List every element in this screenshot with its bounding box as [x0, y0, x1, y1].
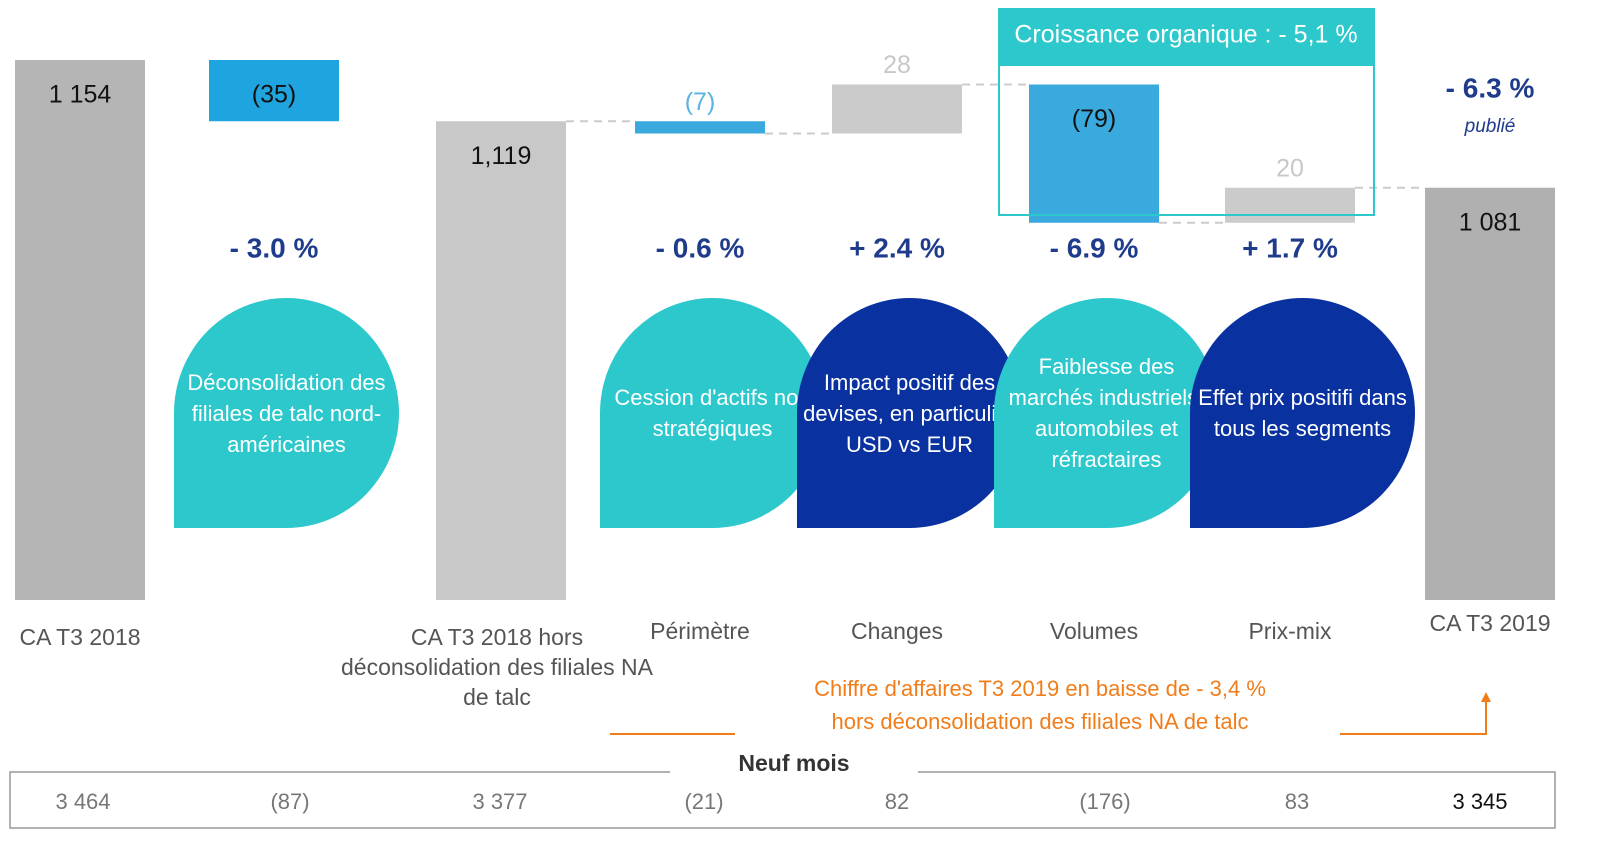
percent-label: + 2.4 %	[849, 232, 945, 263]
bar	[436, 121, 566, 600]
category-label: Changes	[850, 618, 944, 644]
table-cell: (87)	[270, 789, 309, 814]
table-frame	[9, 771, 1556, 829]
percent-label: - 3.0 %	[230, 232, 319, 263]
value-label: (35)	[252, 81, 296, 109]
category-label: Périmètre	[650, 618, 750, 644]
note-bubble: Faiblesse des marchés industriels, autom…	[994, 298, 1219, 528]
arrow-head	[1481, 692, 1491, 702]
value-label: 28	[883, 51, 911, 79]
table-title: Neuf mois	[738, 750, 849, 776]
table-cell: (176)	[1079, 789, 1130, 814]
organic-box-title: Croissance organique : - 5,1 %	[1014, 21, 1357, 49]
published-note: publié	[1464, 116, 1516, 137]
bar	[1029, 84, 1159, 223]
note-bubble: Effet prix positifi dans tous les segmen…	[1190, 298, 1415, 528]
category-label: Prix-mix	[1248, 618, 1332, 644]
organic-box-frame	[998, 64, 1375, 216]
table-cell: 3 345	[1452, 789, 1507, 814]
percent-label: - 6.3 %	[1446, 72, 1535, 103]
value-label: 1 081	[1459, 208, 1522, 236]
bar	[1425, 187, 1555, 600]
category-label: CA T3 2018	[19, 624, 141, 650]
table-cell: 3 464	[55, 789, 110, 814]
organic-box-header	[998, 8, 1375, 64]
value-label: (79)	[1072, 105, 1116, 133]
orange-note: hors déconsolidation des filiales NA de …	[831, 709, 1248, 734]
note-bubble: Impact positif des devises, en particuli…	[797, 298, 1022, 528]
percent-label: - 0.6 %	[656, 232, 745, 263]
bar	[635, 121, 765, 134]
category-label: Volumes	[1049, 618, 1139, 644]
table-cell: 83	[1285, 789, 1309, 814]
value-label: 20	[1276, 154, 1304, 182]
percent-label: - 6.9 %	[1050, 232, 1139, 263]
value-label: (7)	[685, 88, 716, 116]
value-label: 1 154	[49, 81, 112, 109]
bar	[15, 60, 145, 600]
table-cell: 3 377	[472, 789, 527, 814]
table-cell: (21)	[684, 789, 723, 814]
percent-label: + 1.7 %	[1242, 232, 1338, 263]
bar	[832, 84, 962, 134]
note-bubble: Déconsolidation des filiales de talc nor…	[174, 298, 399, 528]
table-cell: 82	[885, 789, 909, 814]
category-label: CA T3 2019	[1429, 610, 1551, 636]
category-label: CA T3 2018 hors déconsolidation des fili…	[341, 624, 653, 710]
note-bubble: Cession d'actifs non stratégiques	[600, 298, 825, 528]
bar	[1225, 187, 1355, 223]
orange-arrow	[1340, 700, 1487, 735]
value-label: 1,119	[471, 142, 532, 170]
bar	[209, 60, 339, 122]
orange-note: Chiffre d'affaires T3 2019 en baisse de …	[814, 676, 1266, 701]
